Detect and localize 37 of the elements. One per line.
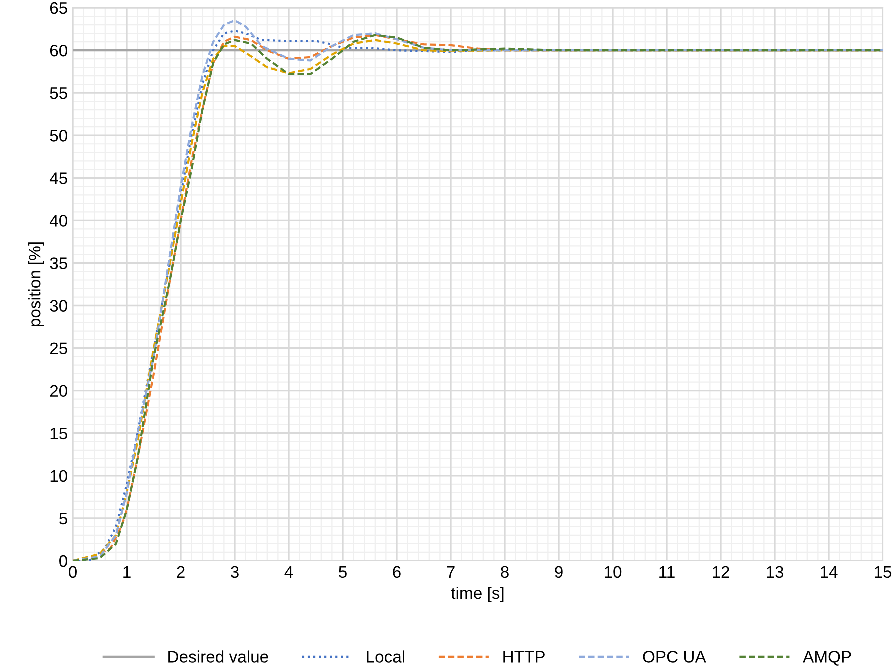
x-tick-label: 3 [231, 566, 239, 578]
x-tick-label: 14 [821, 566, 838, 578]
y-tick-label: 5 [60, 513, 68, 525]
x-tick-label: 11 [660, 566, 675, 578]
y-axis-title: position [%] [28, 242, 44, 326]
x-tick-label: 7 [447, 566, 455, 578]
y-tick-label: 20 [50, 385, 68, 398]
x-tick-label: 2 [177, 566, 185, 578]
legend-label: HTTP [504, 651, 545, 663]
x-tick-label: 1 [124, 566, 131, 578]
y-tick-label: 25 [50, 342, 68, 355]
y-tick-label: 35 [50, 258, 68, 270]
x-tick-label: 4 [284, 566, 294, 578]
legend-label: OPC UA [643, 651, 706, 663]
y-tick-label: 0 [60, 555, 68, 568]
y-tick-label: 55 [50, 88, 68, 100]
y-tick-label: 50 [50, 130, 68, 142]
legend-label: Local [367, 650, 405, 663]
y-tick-label: 60 [50, 44, 68, 57]
x-tick-label: 6 [393, 566, 401, 578]
x-tick-label: 8 [501, 566, 509, 578]
y-tick-label: 45 [50, 172, 68, 184]
x-tick-label: 13 [767, 566, 784, 578]
legend-label: AMQP [803, 651, 852, 666]
x-tick-label: 5 [339, 566, 347, 578]
x-tick-label: 12 [713, 566, 730, 578]
x-tick-label: 10 [605, 566, 622, 578]
y-tick-label: 40 [50, 215, 68, 227]
x-axis-title: time [s] [451, 586, 504, 602]
y-tick-label: 30 [50, 300, 68, 312]
y-tick-label: 65 [50, 2, 68, 14]
legend-label: Desired value [168, 650, 268, 663]
x-tick-label: 9 [555, 566, 563, 578]
y-tick-label: 15 [50, 428, 68, 440]
x-tick-label: 15 [875, 566, 892, 578]
y-tick-label: 10 [50, 470, 68, 482]
x-tick-label: 0 [69, 566, 77, 578]
